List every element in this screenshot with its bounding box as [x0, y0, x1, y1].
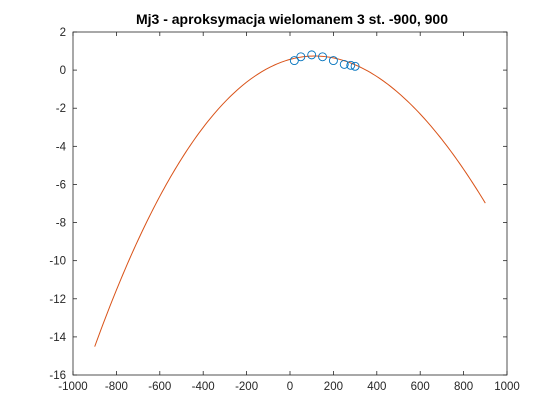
x-tick-label: -200 [235, 381, 258, 393]
data-point [307, 50, 317, 60]
axes-box [72, 31, 508, 376]
x-tick-label: 200 [324, 381, 343, 393]
plot-area: -1000 -800 -600 -400 -200 0 200 400 600 800 1000 -1… [49, 27, 519, 393]
x-tick-label: 400 [367, 381, 386, 393]
y-tick-label: -12 [49, 294, 66, 306]
data-point [339, 59, 349, 69]
y-tick-label: -4 [56, 141, 67, 153]
data-point [350, 61, 360, 71]
x-tick-label: 800 [454, 381, 473, 393]
x-tick-label: 600 [411, 381, 430, 393]
chart-title: Mj3 - aproksymacja wielomanem 3 st. -900… [136, 11, 448, 27]
y-tick-label: -16 [49, 370, 66, 382]
data-point [328, 56, 338, 66]
y-tick-label: -14 [49, 332, 66, 344]
y-tick-label: -8 [56, 218, 66, 230]
y-tick-label: 2 [60, 27, 66, 39]
x-tick-label: -800 [105, 381, 128, 393]
x-tick-label: 0 [287, 381, 293, 393]
x-tick-label: 1000 [494, 381, 520, 393]
data-point [296, 52, 306, 62]
data-point [346, 60, 356, 70]
data-point [289, 56, 299, 66]
y-tick-label: -6 [56, 179, 66, 191]
y-tick-label: -2 [56, 103, 66, 115]
fit-curve [94, 55, 486, 347]
x-tick-label: -600 [148, 381, 171, 393]
x-tick-label: -400 [192, 381, 215, 393]
y-tick-label: -10 [49, 256, 66, 268]
y-tick-label: 0 [60, 65, 66, 77]
data-point [318, 52, 327, 62]
x-tick-label: -1000 [58, 381, 87, 393]
